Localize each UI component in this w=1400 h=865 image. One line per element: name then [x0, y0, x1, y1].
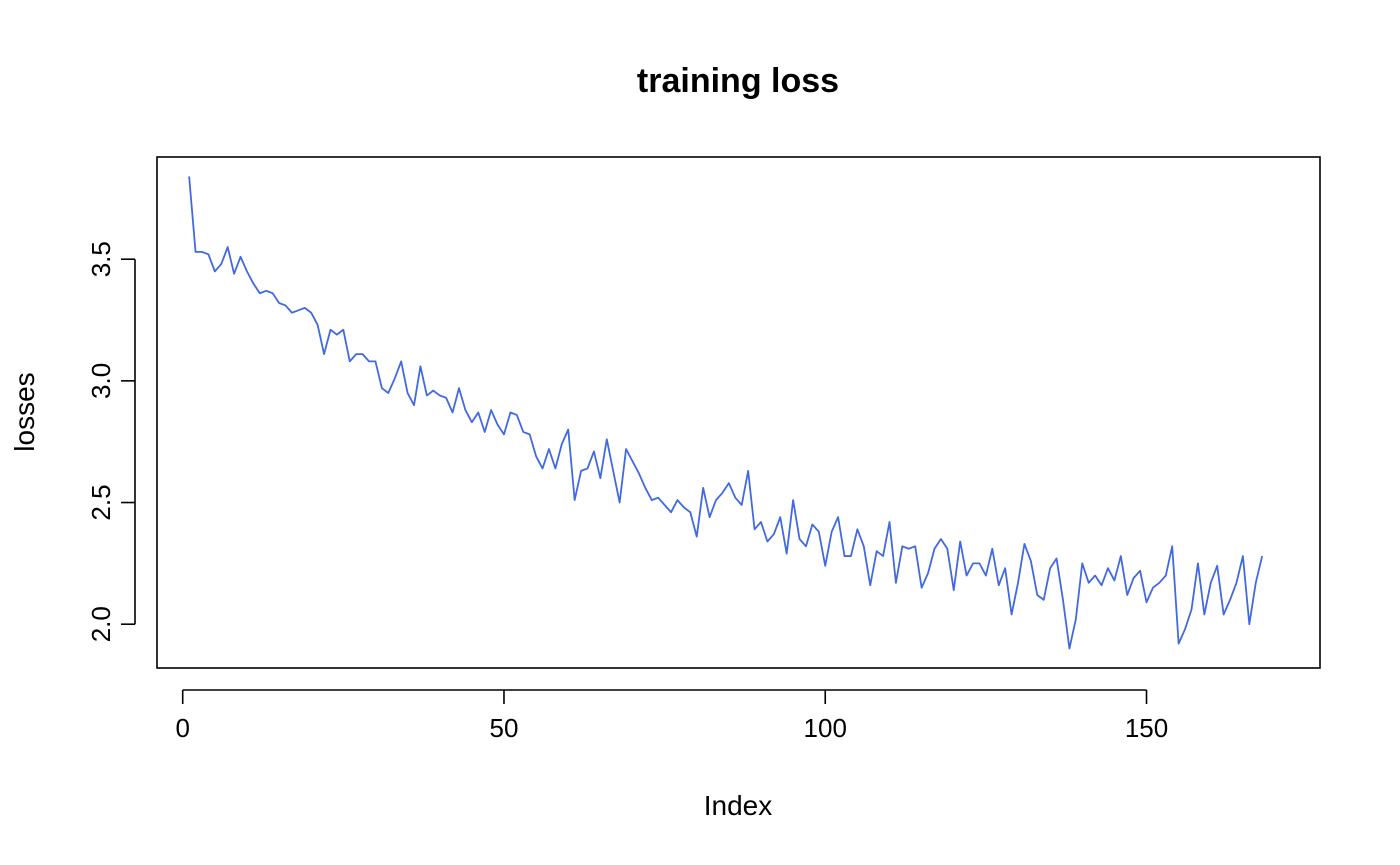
x-tick-label: 50: [490, 713, 519, 743]
chart-title: training loss: [637, 62, 839, 100]
y-axis-label: losses: [9, 372, 40, 451]
y-tick-label: 3.5: [86, 241, 116, 277]
y-axis: 2.0 2.5 3.0 3.5: [86, 241, 136, 642]
x-tick-label: 100: [804, 713, 847, 743]
x-axis: 0 50 100 150: [175, 689, 1168, 743]
x-axis-label: Index: [704, 790, 773, 821]
x-tick-label: 0: [175, 713, 189, 743]
series-layer: [188, 176, 1264, 650]
y-tick-label: 2.5: [86, 484, 116, 520]
y-tick-label: 2.0: [86, 606, 116, 642]
loss-series-line: [188, 176, 1264, 650]
x-tick-label: 150: [1125, 713, 1168, 743]
plot-frame: [156, 156, 1321, 669]
y-tick-label: 3.0: [86, 363, 116, 399]
